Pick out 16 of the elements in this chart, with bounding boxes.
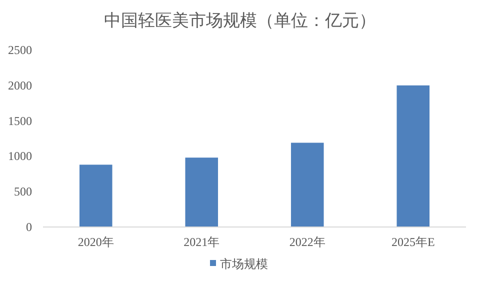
bar <box>396 85 430 227</box>
x-tick-label: 2020年 <box>78 235 114 249</box>
y-tick-label: 1500 <box>8 114 32 128</box>
y-tick-label: 500 <box>14 184 32 199</box>
bar <box>290 142 324 227</box>
bar <box>185 158 218 227</box>
x-tick-label: 2022年 <box>289 235 326 249</box>
y-tick-label: 1000 <box>8 149 32 164</box>
y-tick-label: 2000 <box>8 78 32 92</box>
x-tick-label: 2025年E <box>391 235 435 249</box>
x-tick-label: 2021年 <box>184 235 220 249</box>
chart-title: 中国轻医美市场规模（单位：亿元） <box>104 11 376 30</box>
y-tick-label: 2500 <box>8 43 32 57</box>
legend-label: 市场规模 <box>220 257 268 271</box>
y-tick-label: 0 <box>26 220 32 234</box>
bar <box>79 164 112 227</box>
